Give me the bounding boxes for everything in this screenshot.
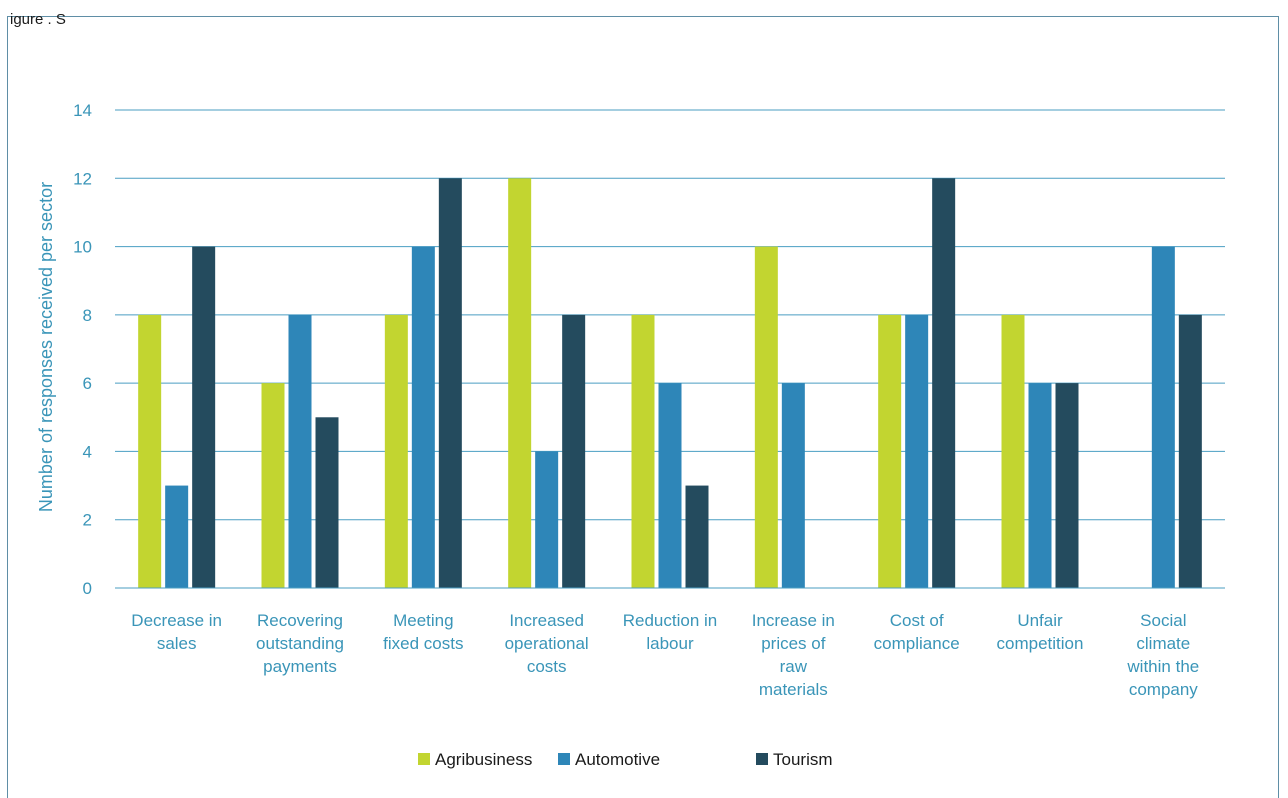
x-tick-label: Increase in prices of raw materials: [752, 611, 835, 699]
x-tick-label: Unfair competition: [997, 611, 1084, 653]
bar-automotive: [165, 485, 189, 588]
figure-caption: igure . S: [10, 11, 66, 28]
bar-tourism: [192, 246, 216, 589]
y-tick-label: 10: [73, 238, 92, 257]
legend-label-automotive: Automotive: [575, 750, 660, 769]
bar-automotive: [288, 314, 312, 588]
bar-tourism: [1178, 314, 1202, 588]
bar-tourism: [685, 485, 709, 588]
x-tick-label: Recovering outstanding payments: [256, 611, 344, 676]
bar-automotive: [781, 383, 805, 588]
bar-automotive: [1151, 246, 1175, 589]
bar-automotive: [1028, 383, 1052, 588]
y-axis-label: Number of responses received per sector: [36, 182, 56, 512]
bar-agribusiness: [1001, 314, 1025, 588]
legend-swatch-automotive: [558, 753, 570, 765]
bar-agribusiness: [138, 314, 162, 588]
bar-automotive: [411, 246, 435, 589]
bar-tourism: [1055, 383, 1079, 588]
x-tick-label: Reduction in labour: [623, 611, 718, 653]
y-tick-label: 2: [83, 511, 92, 530]
x-tick-label: Decrease in sales: [131, 611, 222, 653]
bar-tourism: [438, 178, 462, 589]
x-tick-label: Cost of compliance: [874, 611, 960, 653]
legend-swatch-tourism: [756, 753, 768, 765]
bar-agribusiness: [261, 383, 285, 588]
bar-agribusiness: [878, 314, 902, 588]
y-tick-label: 0: [83, 579, 92, 598]
legend-label-tourism: Tourism: [773, 750, 833, 769]
bar-automotive: [535, 451, 559, 588]
bar-tourism: [315, 417, 339, 588]
y-tick-label: 6: [83, 374, 92, 393]
y-tick-label: 12: [73, 169, 92, 188]
bar-automotive: [905, 314, 929, 588]
bar-agribusiness: [508, 178, 532, 589]
bar-tourism: [932, 178, 956, 589]
y-tick-label: 14: [73, 101, 92, 120]
bar-agribusiness: [384, 314, 408, 588]
bar-automotive: [658, 383, 682, 588]
x-tick-label: Meeting fixed costs: [383, 611, 463, 653]
legend-label-agribusiness: Agribusiness: [435, 750, 532, 769]
bar-agribusiness: [631, 314, 655, 588]
legend-swatch-agribusiness: [418, 753, 430, 765]
x-tick-label: Increased operational costs: [505, 611, 589, 676]
y-tick-label: 4: [83, 442, 92, 461]
bar-agribusiness: [754, 246, 778, 589]
x-tick-label: Social climate within the company: [1126, 611, 1199, 699]
y-tick-label: 8: [83, 306, 92, 325]
bar-tourism: [562, 314, 586, 588]
